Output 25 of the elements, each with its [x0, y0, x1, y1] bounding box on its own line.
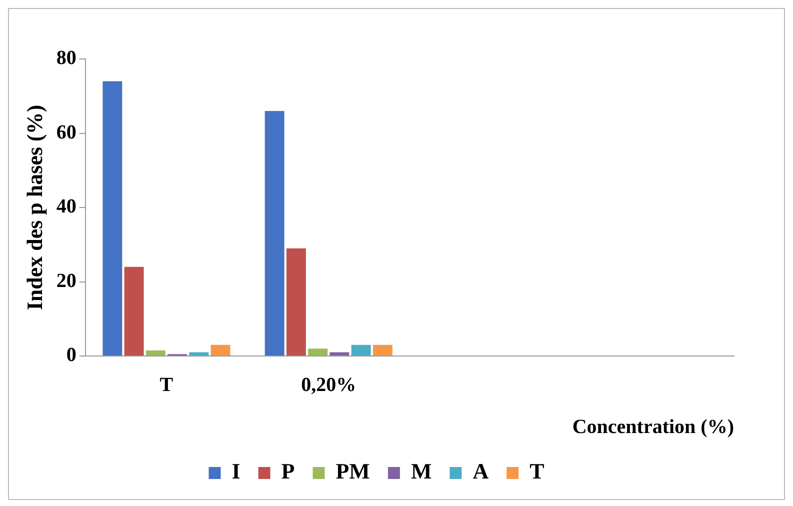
bar — [308, 348, 328, 356]
bar — [372, 344, 392, 356]
bar — [264, 110, 284, 356]
bar — [189, 352, 209, 356]
legend-label: I — [232, 458, 240, 484]
bar — [351, 344, 371, 356]
legend-label: P — [281, 458, 295, 484]
y-tick-label: 0 — [66, 344, 76, 366]
bar — [146, 350, 166, 356]
y-tick-label: 80 — [56, 47, 76, 70]
y-tick-label: 20 — [56, 270, 76, 292]
bar — [210, 344, 230, 356]
y-tick-label: 60 — [56, 121, 76, 144]
legend-label: PM — [336, 458, 370, 484]
bar — [124, 266, 144, 356]
bar — [330, 352, 350, 356]
legend-label: A — [472, 458, 489, 484]
legend-label: M — [410, 458, 432, 484]
x-axis-title: Concentration (%) — [572, 416, 734, 438]
legend-label: T — [530, 458, 545, 484]
x-tick-label: 0,20% — [301, 374, 356, 396]
bar — [286, 248, 306, 356]
y-axis-title: Index des p hases (%) — [22, 104, 47, 310]
y-tick-label: 40 — [56, 196, 76, 218]
bar — [102, 81, 122, 356]
